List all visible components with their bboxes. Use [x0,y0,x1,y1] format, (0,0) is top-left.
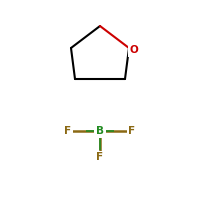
Text: F: F [64,126,72,136]
Text: O: O [130,45,138,55]
Text: F: F [128,126,136,136]
Text: B: B [96,126,104,136]
Text: F: F [96,152,104,162]
